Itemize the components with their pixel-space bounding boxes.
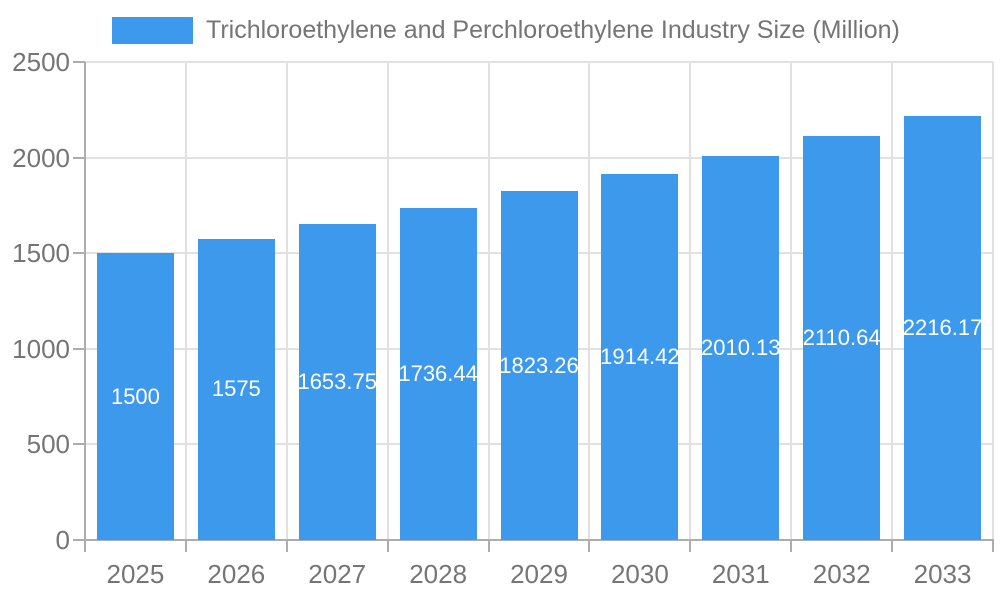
legend-swatch [112, 17, 193, 44]
x-axis-line [73, 539, 993, 541]
bar[interactable] [96, 253, 174, 540]
gridline-vertical [285, 62, 288, 540]
y-axis-label: 1000 [12, 333, 70, 364]
y-tick [73, 347, 85, 350]
gridline-horizontal [85, 156, 993, 159]
bar-value-label: 1500 [110, 383, 160, 409]
gridline-vertical [184, 62, 187, 540]
bar-value-label: 1575 [211, 376, 261, 402]
y-tick [73, 539, 85, 541]
x-tick [386, 539, 389, 552]
x-tick [790, 539, 793, 552]
gridline-vertical [487, 62, 490, 540]
x-tick [992, 539, 994, 552]
gridline-vertical [891, 62, 894, 540]
x-axis-label: 2030 [610, 559, 669, 589]
x-axis-label: 2031 [711, 559, 770, 589]
x-tick [891, 539, 894, 552]
bar[interactable] [702, 155, 780, 540]
y-tick [73, 61, 85, 63]
gridline-vertical [790, 62, 793, 540]
gridline-vertical [386, 62, 389, 540]
x-tick [588, 539, 591, 552]
x-axis-label: 2028 [409, 559, 468, 589]
x-axis-label: 2033 [913, 559, 972, 589]
x-axis-label: 2026 [207, 559, 266, 589]
y-tick [73, 156, 85, 159]
y-axis-label: 2500 [12, 47, 70, 77]
bar-value-label: 1736.44 [398, 360, 478, 386]
gridline-vertical [689, 62, 692, 540]
x-axis-label: 2025 [106, 559, 165, 589]
bar-value-label: 1823.26 [499, 352, 579, 378]
bar-value-label: 2110.64 [802, 325, 881, 351]
y-axis-label: 0 [55, 525, 70, 555]
bar[interactable] [500, 191, 578, 540]
x-axis-label: 2027 [308, 559, 367, 589]
x-axis-label: 2032 [812, 559, 871, 589]
x-tick [184, 539, 187, 552]
y-tick [73, 443, 85, 446]
y-tick [73, 252, 85, 255]
y-axis-label: 2000 [12, 142, 70, 173]
x-tick [285, 539, 288, 552]
x-tick [487, 539, 490, 552]
x-tick [689, 539, 692, 552]
bar[interactable] [399, 207, 477, 540]
legend-title: Trichloroethylene and Perchloroethylene … [206, 16, 900, 44]
bar[interactable] [197, 238, 275, 540]
bar[interactable] [601, 173, 679, 540]
bar[interactable] [904, 116, 982, 540]
bar-value-label: 2010.13 [701, 334, 781, 360]
y-axis-label: 500 [26, 429, 70, 460]
bar[interactable] [803, 136, 881, 540]
x-tick [84, 539, 86, 552]
bar-value-label: 2216.17 [902, 315, 983, 341]
legend[interactable]: Trichloroethylene and Perchloroethylene … [112, 16, 900, 45]
x-axis-label: 2029 [510, 559, 568, 589]
y-axis-line [84, 62, 86, 551]
gridline-vertical [992, 62, 994, 544]
bar-value-label: 1914.42 [600, 343, 680, 369]
gridline-vertical [588, 62, 591, 540]
bar[interactable] [298, 223, 376, 540]
bar-value-label: 1653.75 [297, 368, 377, 394]
y-axis-label: 1500 [12, 238, 70, 269]
gridline-horizontal [85, 61, 993, 63]
